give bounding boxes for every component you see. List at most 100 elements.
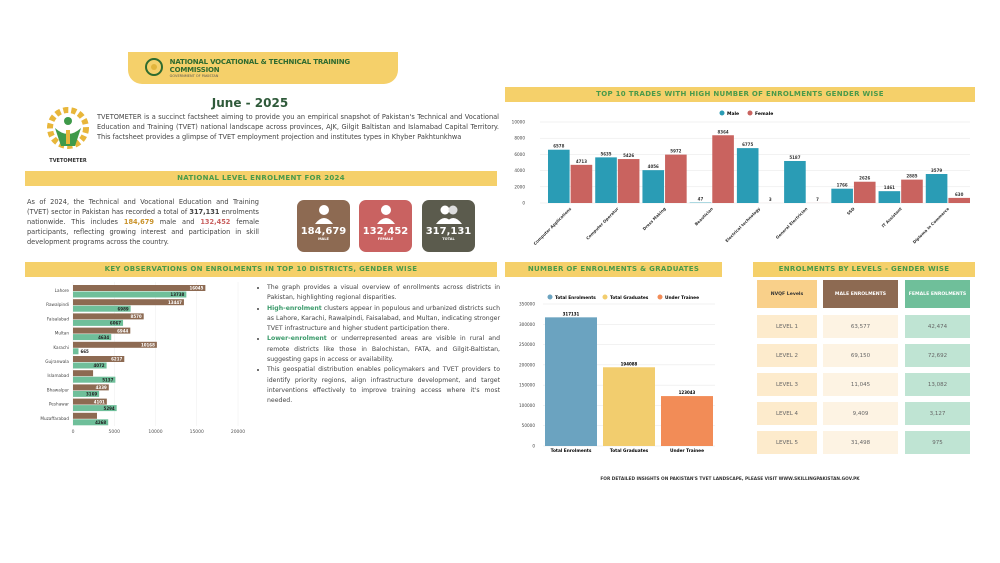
table-cell: 31,498: [823, 431, 898, 454]
table-cell: 975: [905, 431, 970, 454]
national-paragraph: As of 2024, the Technical and Vocational…: [27, 198, 260, 246]
district-bar: [73, 356, 125, 362]
total-card: 317,131 TOTAL: [422, 200, 475, 252]
districts-title: KEY OBSERVATIONS ON ENROLMENTS IN TOP 10…: [25, 262, 497, 277]
district-bar: [73, 405, 117, 412]
bullet: This geospatial distribution enables pol…: [267, 365, 500, 406]
bar-value-label: 194088: [621, 361, 638, 366]
trade-bar: [784, 160, 806, 203]
org-banner: NATIONAL VOCATIONAL & TECHNICAL TRAINING…: [128, 52, 398, 84]
y-tick: 350000: [519, 302, 535, 307]
report-month: June - 2025: [211, 96, 289, 110]
bar-value-label: 16045: [189, 286, 203, 291]
x-tick: 15000: [190, 429, 204, 435]
district-label: Bhawalpur: [47, 387, 70, 392]
table-cell: 3,127: [905, 402, 970, 425]
bar-value-label: 4339: [96, 385, 107, 390]
bar-value-label: 47: [698, 197, 704, 202]
bar-value-label: 3579: [931, 168, 942, 173]
trade-label: Electrical technology: [724, 206, 761, 243]
y-tick: 0: [522, 201, 525, 206]
bar-value-label: 4101: [94, 399, 105, 404]
district-bar: [73, 412, 97, 419]
bullet: Lower-enrolment or underrepresented area…: [267, 334, 500, 365]
footer-note: FOR DETAILED INSIGHTS ON PAKISTAN'S TVET…: [600, 477, 860, 482]
table-cell: LEVEL 1: [757, 315, 817, 338]
trades-chart: Male Female 0 2000 4000 6000 8000 10000 6578 4713…: [512, 110, 970, 246]
table-header: FEMALE ENROLMENTS: [905, 280, 970, 308]
bullet: The graph provides a visual overview of …: [267, 283, 500, 304]
observations-list: The graph provides a visual overview of …: [258, 283, 500, 407]
trade-bar: [853, 181, 876, 203]
legend-label: Total Enrolments: [555, 295, 596, 301]
enrol-bar: [545, 317, 597, 446]
trade-bar: [831, 188, 853, 203]
enrol-title: NUMBER OF ENROLMENTS & GRADUATES: [505, 262, 722, 277]
district-label: Faisalabad: [47, 316, 69, 321]
y-tick: 100000: [519, 403, 535, 408]
bar-value-label: 6989: [118, 306, 129, 311]
bar-value-label: 5426: [623, 153, 634, 158]
male-card: 184,679 MALE: [297, 200, 350, 252]
bar-value-label: 5137: [102, 377, 113, 382]
legend-marker: [602, 294, 608, 300]
trade-label: Computer Applications: [532, 206, 572, 246]
bar-value-label: 2434: [95, 371, 106, 376]
table-cell: 42,474: [905, 315, 970, 338]
emblem-icon: [145, 58, 163, 76]
district-label: Karachi: [53, 345, 69, 350]
female-card: 132,452 FEMALE: [359, 200, 412, 252]
trade-label: Computer Operator: [585, 206, 620, 241]
district-bar: [73, 305, 131, 312]
district-label: Islamabad: [47, 373, 69, 378]
bar-value-label: 5187: [789, 155, 800, 160]
bar-value-label: 8364: [718, 129, 729, 134]
trade-label: General Electrician: [775, 206, 809, 240]
person-female-icon: [377, 205, 395, 224]
trade-bar: [665, 154, 687, 203]
intro-text: TVETOMETER is a succinct factsheet aimin…: [97, 113, 499, 141]
trade-bar: [595, 157, 617, 203]
district-bar: [73, 327, 131, 334]
bar-value-label: 2907: [99, 414, 110, 419]
legend-label: Under Trainee: [665, 295, 699, 301]
table-cell: 69,150: [823, 344, 898, 367]
bar-value-label: 3169: [86, 392, 97, 397]
bar-value-label: 8570: [131, 314, 142, 319]
trade-label: Beautician: [694, 206, 715, 227]
bar-value-label: 7: [816, 197, 819, 202]
person-icon: [315, 205, 333, 224]
y-tick: 4000: [514, 168, 525, 173]
x-tick: 5000: [109, 429, 121, 435]
bar-value-label: 13738: [170, 292, 184, 297]
trade-label: SSD: [846, 206, 856, 216]
trade-label: IT Assistant: [881, 206, 903, 228]
table-cell: 13,082: [905, 373, 970, 396]
y-tick: 6000: [514, 152, 525, 157]
district-bar: [73, 319, 124, 326]
table-cell: 63,577: [823, 315, 898, 338]
bar-value-label: 10168: [141, 343, 155, 348]
bar-value-label: 6578: [553, 144, 564, 149]
district-label: Muzaffarabad: [40, 416, 69, 421]
y-tick: 300000: [519, 322, 535, 327]
trade-bar: [878, 191, 901, 203]
y-tick: 2000: [514, 184, 525, 189]
bar-value-label: 4713: [576, 159, 587, 164]
bar-value-label: 2885: [906, 174, 917, 179]
bar-value-label: 3: [769, 197, 772, 202]
bar-value-label: 4056: [648, 164, 659, 169]
y-tick: 150000: [519, 383, 535, 388]
legend-female-marker: [747, 110, 753, 116]
bar-value-label: 317131: [563, 311, 580, 316]
tvetometer-logo: TVETOMETER: [40, 106, 96, 164]
y-tick: 0: [532, 444, 535, 449]
table-header: MALE ENROLMENTS: [823, 280, 898, 308]
bar-value-label: 5294: [104, 406, 115, 411]
y-tick: 50000: [522, 423, 536, 428]
table-cell: 9,409: [823, 402, 898, 425]
legend-male-marker: [719, 110, 725, 116]
district-label: Gujranwala: [45, 359, 69, 364]
category-label: Total Graduates: [610, 448, 649, 454]
legend-male: Male: [727, 111, 739, 117]
